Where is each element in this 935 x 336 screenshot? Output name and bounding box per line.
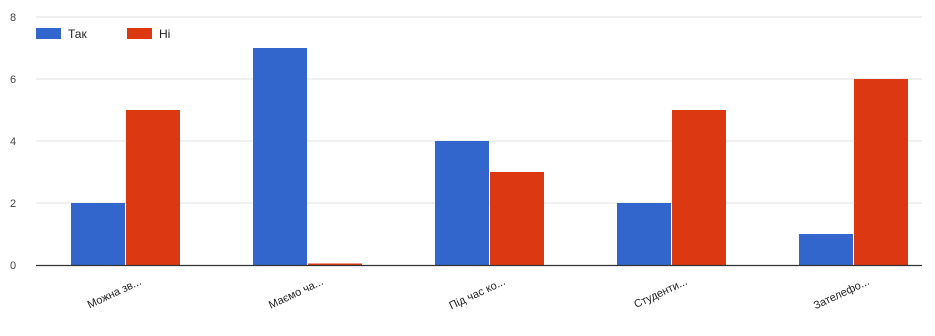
bar-Так-3[interactable] — [435, 141, 489, 265]
bar-Так-1[interactable] — [71, 203, 125, 265]
x-category-label: Під час ко... — [447, 276, 507, 312]
bar-Ні-4[interactable] — [672, 110, 726, 265]
legend: Так Ні — [36, 27, 170, 41]
bar-Так-5[interactable] — [799, 234, 853, 265]
y-tick-label: 0 — [10, 260, 16, 272]
x-category-label: Студенти... — [632, 276, 689, 311]
bar-Ні-5[interactable] — [854, 79, 908, 265]
legend-swatch-Ні — [127, 28, 152, 39]
x-category-label: Можна зв... — [86, 276, 144, 311]
bar-Ні-1[interactable] — [126, 110, 180, 265]
bar-Ні-2[interactable] — [308, 263, 362, 266]
bar-Так-4[interactable] — [617, 203, 671, 265]
bars — [71, 48, 908, 265]
bar-Ні-3[interactable] — [490, 172, 544, 265]
x-category-label: Маємо ча... — [267, 276, 325, 312]
y-tick-label: 6 — [10, 74, 16, 86]
legend-swatch-Так — [36, 28, 61, 39]
y-tick-label: 2 — [10, 198, 16, 210]
y-tick-label: 4 — [10, 136, 16, 148]
legend-label: Ні — [159, 27, 170, 41]
x-category-label: Зателефо... — [812, 276, 872, 312]
y-tick-label: 8 — [10, 12, 16, 24]
legend-label: Так — [68, 27, 87, 41]
bar-Так-2[interactable] — [253, 48, 307, 265]
